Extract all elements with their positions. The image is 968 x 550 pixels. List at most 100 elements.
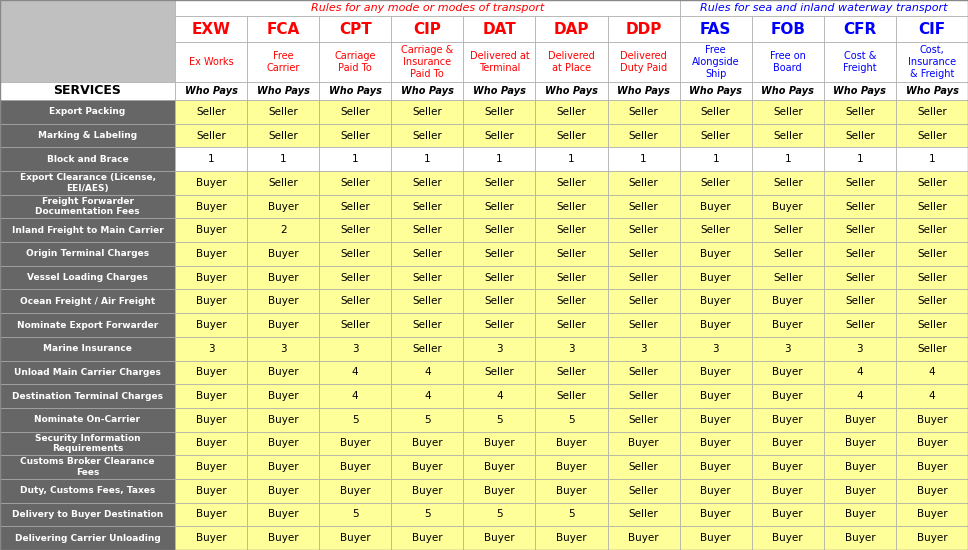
Bar — [0, 384, 175, 408]
Text: 1: 1 — [352, 154, 358, 164]
Text: Seller: Seller — [412, 178, 442, 188]
Text: Seller: Seller — [485, 107, 514, 117]
Bar — [824, 82, 896, 100]
Text: Who Pays: Who Pays — [545, 86, 598, 96]
Text: 1: 1 — [857, 154, 863, 164]
Text: Buyer: Buyer — [268, 273, 298, 283]
Text: Origin Terminal Charges: Origin Terminal Charges — [26, 250, 149, 258]
Bar — [464, 82, 535, 100]
Bar — [391, 16, 464, 42]
Text: Seller: Seller — [701, 178, 731, 188]
Text: Buyer: Buyer — [196, 462, 227, 472]
Bar — [247, 313, 319, 337]
Bar — [319, 503, 391, 526]
Bar — [896, 124, 968, 147]
Text: Seller: Seller — [772, 249, 802, 259]
Text: Seller: Seller — [341, 226, 370, 235]
Text: Marking & Labeling: Marking & Labeling — [38, 131, 137, 140]
Bar — [680, 147, 752, 171]
Bar — [608, 432, 680, 455]
Text: Seller: Seller — [845, 320, 875, 330]
Bar — [464, 526, 535, 550]
Bar — [464, 147, 535, 171]
Text: Free
Carrier: Free Carrier — [266, 51, 300, 73]
Text: 5: 5 — [424, 415, 431, 425]
Text: Buyer: Buyer — [268, 509, 298, 519]
Bar — [319, 455, 391, 479]
Bar — [752, 16, 824, 42]
Bar — [464, 100, 535, 124]
Bar — [247, 289, 319, 313]
Bar — [319, 171, 391, 195]
Bar — [319, 526, 391, 550]
Text: Seller: Seller — [341, 296, 370, 306]
Text: Buyer: Buyer — [268, 367, 298, 377]
Text: Who Pays: Who Pays — [257, 86, 310, 96]
Bar — [680, 361, 752, 384]
Text: Who Pays: Who Pays — [905, 86, 958, 96]
Text: Delivery to Buyer Destination: Delivery to Buyer Destination — [12, 510, 164, 519]
Bar — [247, 82, 319, 100]
Text: Seller: Seller — [845, 107, 875, 117]
Bar — [0, 195, 175, 218]
Text: Seller: Seller — [412, 344, 442, 354]
Bar — [824, 171, 896, 195]
Bar — [319, 218, 391, 242]
Bar — [391, 503, 464, 526]
Bar — [752, 455, 824, 479]
Bar — [824, 503, 896, 526]
Bar — [608, 266, 680, 289]
Text: Buyer: Buyer — [701, 391, 731, 401]
Text: Buyer: Buyer — [772, 202, 803, 212]
Text: Buyer: Buyer — [772, 320, 803, 330]
Text: Buyer: Buyer — [268, 202, 298, 212]
Bar — [0, 171, 175, 195]
Text: Buyer: Buyer — [628, 438, 659, 448]
Text: DAT: DAT — [482, 21, 516, 36]
Text: 4: 4 — [857, 367, 863, 377]
Text: Delivering Carrier Unloading: Delivering Carrier Unloading — [15, 534, 161, 543]
Bar — [680, 503, 752, 526]
Bar — [896, 337, 968, 361]
Bar — [535, 42, 608, 82]
Text: 3: 3 — [208, 344, 214, 354]
Text: Buyer: Buyer — [844, 462, 875, 472]
Text: Seller: Seller — [485, 249, 514, 259]
Bar — [0, 361, 175, 384]
Text: Buyer: Buyer — [340, 462, 371, 472]
Bar — [680, 195, 752, 218]
Bar — [896, 408, 968, 432]
Text: Duty, Customs Fees, Taxes: Duty, Customs Fees, Taxes — [20, 486, 155, 496]
Bar — [896, 455, 968, 479]
Text: 1: 1 — [928, 154, 935, 164]
Bar — [175, 384, 247, 408]
Bar — [680, 124, 752, 147]
Bar — [464, 242, 535, 266]
Text: Seller: Seller — [341, 320, 370, 330]
Text: Seller: Seller — [557, 130, 587, 141]
Text: Seller: Seller — [557, 273, 587, 283]
Text: Seller: Seller — [412, 273, 442, 283]
Bar — [0, 503, 175, 526]
Bar — [752, 432, 824, 455]
Text: Buyer: Buyer — [557, 533, 587, 543]
Text: 1: 1 — [208, 154, 214, 164]
Text: Seller: Seller — [412, 202, 442, 212]
Bar — [175, 289, 247, 313]
Text: Export Clearance (License,
EEI/AES): Export Clearance (License, EEI/AES) — [19, 173, 156, 192]
Bar — [680, 526, 752, 550]
Bar — [319, 337, 391, 361]
Bar — [175, 242, 247, 266]
Bar — [608, 384, 680, 408]
Text: SERVICES: SERVICES — [53, 85, 121, 97]
Text: Seller: Seller — [557, 202, 587, 212]
Text: Vessel Loading Charges: Vessel Loading Charges — [27, 273, 148, 282]
Bar — [175, 124, 247, 147]
Bar — [608, 455, 680, 479]
Text: Buyer: Buyer — [268, 533, 298, 543]
Bar — [535, 479, 608, 503]
Text: 3: 3 — [712, 344, 719, 354]
Text: DAP: DAP — [554, 21, 590, 36]
Bar — [680, 82, 752, 100]
Bar — [680, 42, 752, 82]
